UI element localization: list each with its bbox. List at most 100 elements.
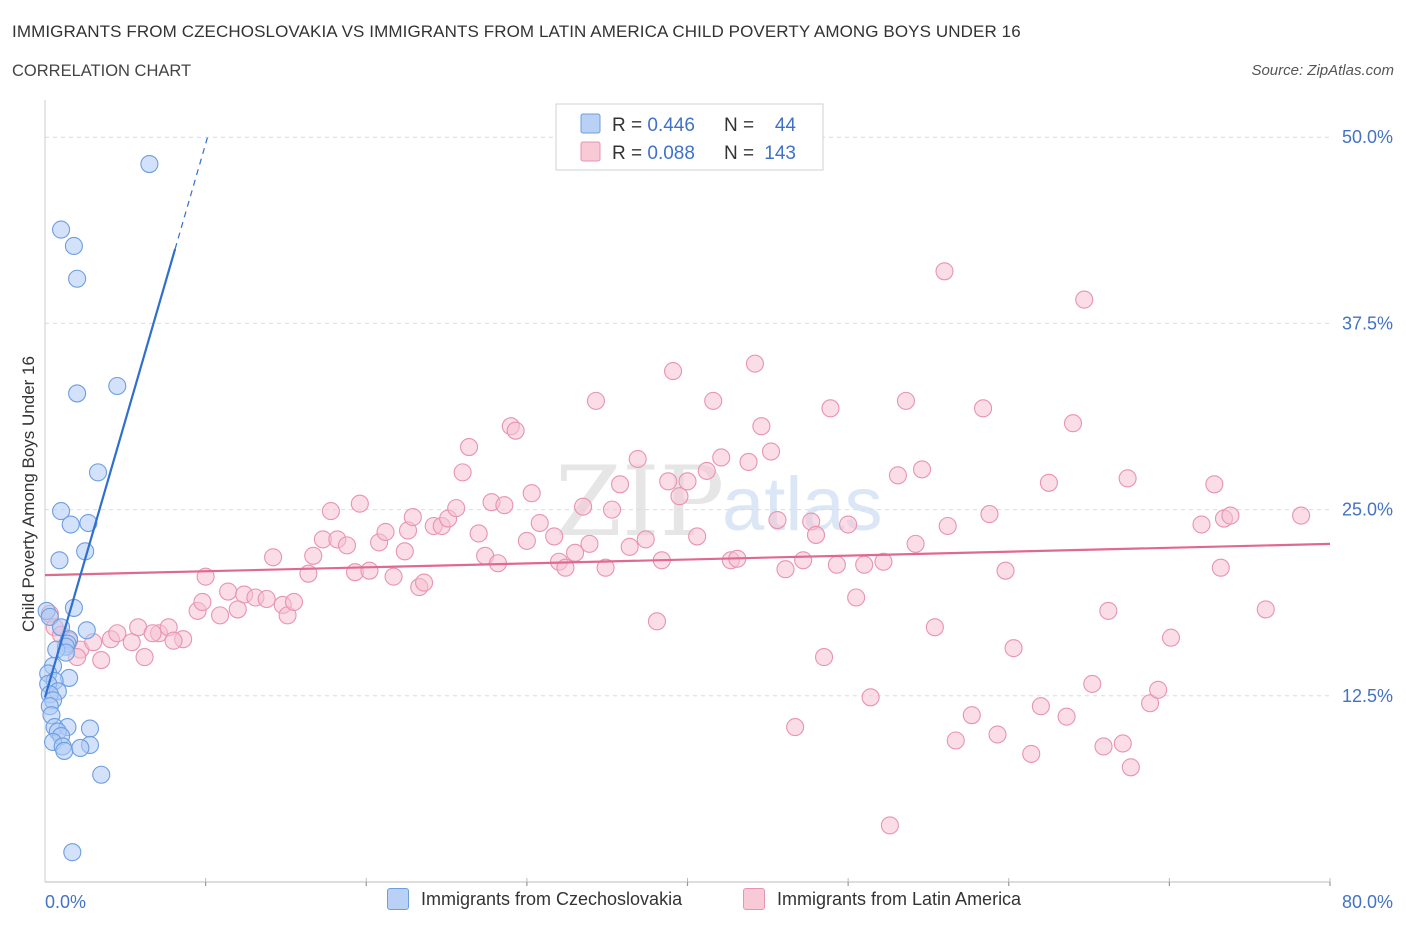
source-label: Source: ZipAtlas.com bbox=[1251, 62, 1394, 79]
latin-america-point bbox=[447, 499, 466, 518]
latin-america-point bbox=[1292, 506, 1311, 525]
latin-america-point bbox=[219, 582, 238, 601]
svg-text:R = 0.088: R = 0.088 bbox=[612, 143, 695, 164]
latin-america-point bbox=[211, 606, 230, 625]
latin-america-point bbox=[596, 558, 615, 577]
latin-america-point bbox=[108, 624, 127, 643]
latin-america-point bbox=[980, 505, 999, 524]
latin-america-point bbox=[1192, 515, 1211, 534]
czechoslovakia-point bbox=[64, 598, 83, 617]
latin-america-point bbox=[453, 463, 472, 482]
legend-r-value-blue: 0.446 bbox=[647, 115, 695, 136]
legend-label-czechoslovakia: Immigrants from Czechoslovakia bbox=[421, 888, 683, 909]
czechoslovakia-point bbox=[52, 220, 71, 239]
czechoslovakia-point bbox=[52, 502, 71, 521]
czechoslovakia-point bbox=[140, 154, 159, 174]
x-ticks bbox=[205, 878, 1331, 886]
latin-america-point bbox=[814, 648, 834, 667]
latin-america-point bbox=[647, 612, 667, 631]
stats-legend: R = 0.446 N = 44 R = 0.088 N = 143 bbox=[555, 103, 824, 171]
svg-text:R = 0.446: R = 0.446 bbox=[612, 115, 695, 136]
y-tick-labels: 12.5% 25.0% 37.5% 50.0% bbox=[1342, 127, 1393, 706]
latin-america-point bbox=[896, 391, 916, 410]
czechoslovakia-point bbox=[63, 843, 82, 862]
y-axis-label: Child Poverty Among Boys Under 16 bbox=[19, 356, 38, 632]
y-tick-label: 37.5% bbox=[1342, 313, 1393, 333]
latin-america-point bbox=[962, 706, 981, 725]
latin-america-point bbox=[861, 688, 880, 707]
latin-america-point bbox=[988, 725, 1007, 744]
latin-america-point bbox=[459, 438, 479, 457]
legend-r-label-blue: R = bbox=[612, 115, 647, 136]
latin-america-point bbox=[938, 516, 957, 536]
latin-america-point bbox=[506, 421, 525, 440]
y-tick-label: 25.0% bbox=[1342, 500, 1393, 520]
latin-america-point bbox=[376, 522, 395, 542]
latin-america-point bbox=[839, 515, 858, 534]
latin-america-point bbox=[946, 731, 965, 750]
latin-america-point bbox=[712, 448, 731, 467]
latin-america-point bbox=[92, 651, 111, 670]
latin-america-point bbox=[1118, 469, 1137, 488]
latin-america-point bbox=[530, 513, 549, 533]
czechoslovakia-point bbox=[55, 741, 74, 760]
legend-n-value-pink: 143 bbox=[764, 143, 796, 164]
y-tick-label: 12.5% bbox=[1342, 686, 1393, 706]
latin-america-point bbox=[912, 460, 932, 479]
latin-america-point bbox=[1075, 290, 1094, 309]
bottom-legend: Immigrants from Czechoslovakia Immigrant… bbox=[0, 888, 1406, 916]
latin-america-point bbox=[1083, 674, 1102, 693]
latin-america-point bbox=[636, 530, 655, 549]
trend-lines bbox=[43, 132, 1331, 698]
latin-america-point bbox=[678, 472, 697, 491]
latin-america-point bbox=[821, 399, 840, 418]
legend-n-value-blue: 44 bbox=[775, 115, 797, 136]
latin-america-point bbox=[996, 561, 1015, 580]
latin-america-point bbox=[1004, 639, 1023, 658]
latin-america-point bbox=[193, 592, 212, 612]
legend-item-latin-america: Immigrants from Latin America bbox=[743, 888, 1021, 910]
latin-america-point bbox=[768, 510, 787, 530]
latin-america-point bbox=[384, 567, 403, 586]
latin-america-trend-line bbox=[44, 542, 1331, 577]
y-tick-label: 50.0% bbox=[1342, 127, 1393, 147]
legend-swatch-blue bbox=[580, 113, 601, 134]
latin-america-point bbox=[395, 542, 414, 561]
latin-america-point bbox=[264, 548, 283, 567]
svg-text:N =: N = bbox=[724, 143, 754, 164]
x-axis-min-label: 0.0% bbox=[45, 892, 86, 912]
latin-america-point bbox=[1039, 473, 1058, 492]
legend-n-label-pink: N = bbox=[724, 143, 754, 164]
czechoslovakia-trend-line bbox=[43, 248, 177, 698]
latin-america-point bbox=[906, 534, 925, 553]
latin-america-point bbox=[855, 555, 874, 574]
latin-america-point bbox=[628, 449, 647, 469]
latin-america-point bbox=[495, 496, 514, 515]
legend-swatch-czechoslovakia bbox=[387, 888, 409, 910]
latin-america-point bbox=[697, 461, 716, 480]
latin-america-point bbox=[517, 531, 536, 550]
latin-america-point bbox=[1205, 475, 1224, 494]
latin-america-point bbox=[602, 500, 622, 519]
latin-america-point bbox=[761, 442, 781, 461]
latin-america-point bbox=[786, 718, 805, 737]
latin-america-point bbox=[1149, 680, 1168, 699]
latin-america-point bbox=[1057, 707, 1076, 726]
chart-title: IMMIGRANTS FROM CZECHOSLOVAKIA VS IMMIGR… bbox=[12, 22, 1021, 41]
watermark-atlas: atlas bbox=[722, 462, 883, 547]
latin-america-point bbox=[806, 525, 826, 544]
latin-america-point bbox=[663, 362, 683, 381]
latin-america-point bbox=[574, 497, 593, 516]
latin-america-point bbox=[580, 534, 599, 553]
czechoslovakia-point bbox=[71, 738, 90, 757]
latin-america-point bbox=[284, 592, 304, 612]
czechoslovakia-point bbox=[40, 607, 59, 626]
latin-america-point bbox=[880, 816, 899, 835]
czechoslovakia-point bbox=[92, 765, 111, 784]
legend-swatch-latin-america bbox=[743, 888, 765, 910]
latin-america-point bbox=[304, 546, 323, 565]
czechoslovakia-point bbox=[108, 376, 127, 396]
latin-america-point bbox=[610, 475, 630, 494]
latin-america-point bbox=[752, 417, 771, 436]
